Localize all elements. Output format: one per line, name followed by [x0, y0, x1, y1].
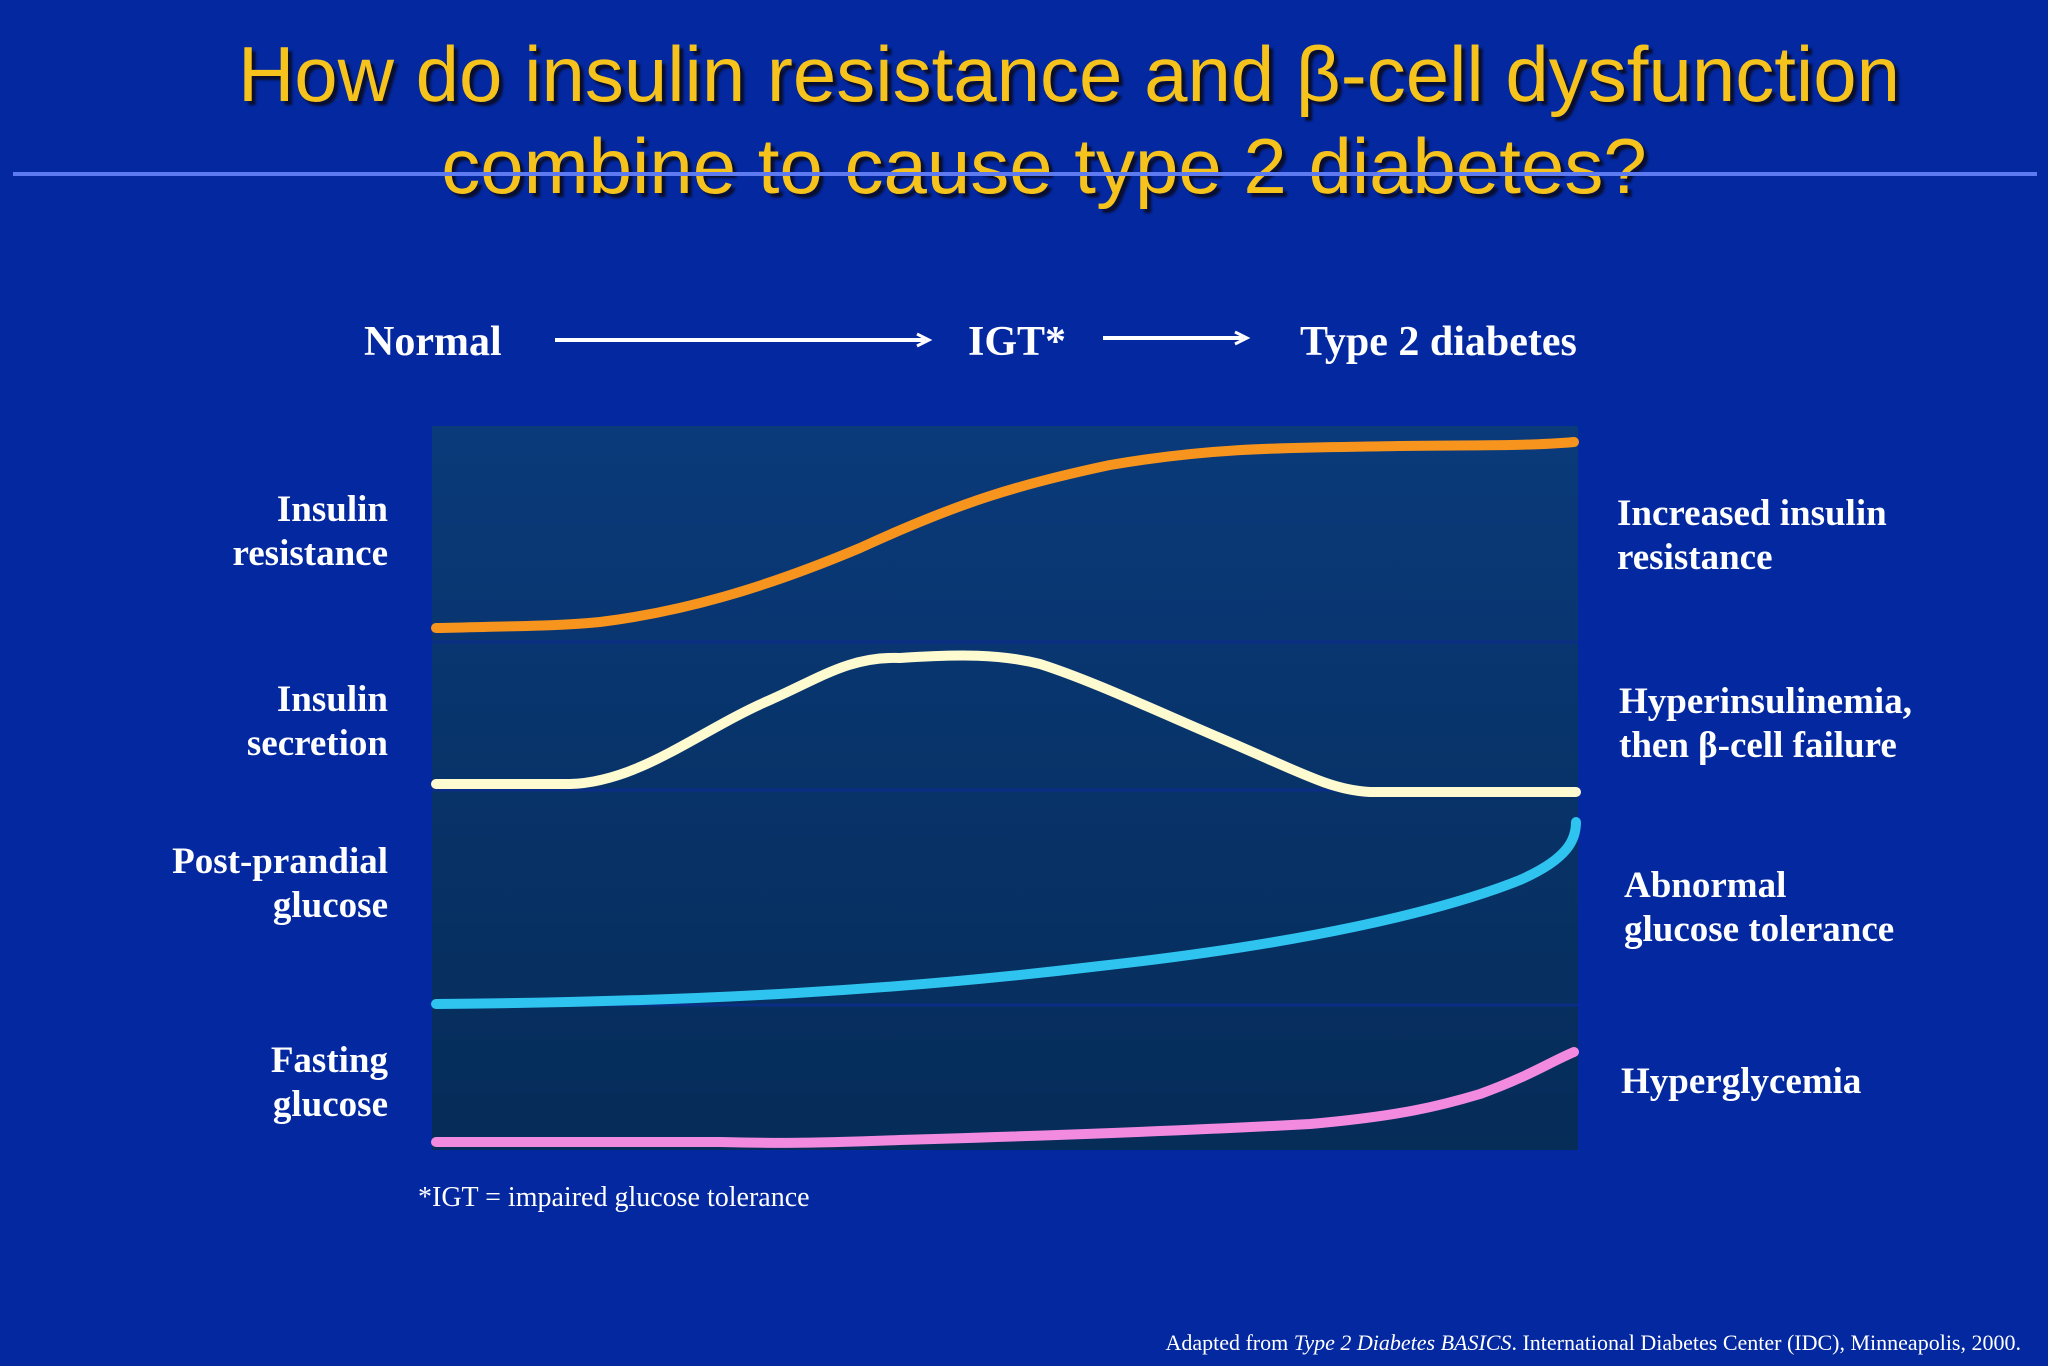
- curve-fasting-glucose: [431, 1047, 1579, 1148]
- row-label-line: secretion: [246, 723, 388, 764]
- row-label-line: glucose: [272, 1084, 388, 1125]
- row-label-insulin-resistance: Insulin resistance: [233, 488, 389, 576]
- stage-igt: IGT*: [968, 319, 1067, 365]
- outcome-line: Hyperinsulinemia,: [1619, 681, 1912, 722]
- stage-normal: Normal: [364, 319, 502, 365]
- slide-title: How do insulin resistance and β-cell dys…: [0, 28, 2048, 212]
- source-suffix: . International Diabetes Center (IDC), M…: [1511, 1330, 2021, 1355]
- outcome-line: then β-cell failure: [1619, 725, 1897, 766]
- footnote: *IGT = impaired glucose tolerance: [418, 1182, 810, 1213]
- row-label-insulin-secretion: Insulin secretion: [247, 678, 388, 766]
- row-label-line: glucose: [272, 885, 388, 926]
- outcome-line: Increased insulin: [1617, 493, 1887, 534]
- source-book-title: Type 2 Diabetes BASICS: [1293, 1330, 1512, 1355]
- progression-arrow-2: [1103, 330, 1251, 346]
- outcome-hyperglycemia: Hyperglycemia: [1621, 1060, 1861, 1104]
- row-label-fasting-glucose: Fasting glucose: [271, 1039, 388, 1127]
- outcome-abnormal-glucose-tolerance: Abnormal glucose tolerance: [1624, 864, 1894, 952]
- curve-post-prandial-glucose: [431, 817, 1581, 1009]
- stage-type2-diabetes: Type 2 diabetes: [1300, 319, 1577, 365]
- row-label-line: Insulin: [276, 679, 388, 720]
- source-citation: Adapted from Type 2 Diabetes BASICS. Int…: [1165, 1330, 2021, 1356]
- title-divider: [13, 172, 2037, 176]
- outcome-hyperinsulinemia: Hyperinsulinemia, then β-cell failure: [1619, 680, 1912, 768]
- row-label-line: Insulin: [276, 489, 388, 530]
- curve-insulin-secretion: [431, 650, 1581, 797]
- source-prefix: Adapted from: [1165, 1330, 1294, 1355]
- outcome-line: resistance: [1617, 537, 1773, 578]
- outcome-line: glucose tolerance: [1624, 909, 1895, 950]
- row-label-line: Post-prandial: [172, 841, 388, 882]
- progression-arrow-1: [555, 332, 933, 348]
- outcome-increased-insulin-resistance: Increased insulin resistance: [1617, 492, 1887, 580]
- outcome-line: Hyperglycemia: [1621, 1061, 1862, 1102]
- row-label-line: resistance: [232, 533, 389, 574]
- title-line-2: combine to cause type 2 diabetes?: [441, 122, 1647, 210]
- row-label-line: Fasting: [270, 1040, 388, 1081]
- row-label-post-prandial-glucose: Post-prandial glucose: [172, 840, 388, 928]
- curve-insulin-resistance: [431, 437, 1579, 633]
- outcome-line: Abnormal: [1624, 865, 1787, 906]
- title-line-1: How do insulin resistance and β-cell dys…: [237, 30, 1901, 118]
